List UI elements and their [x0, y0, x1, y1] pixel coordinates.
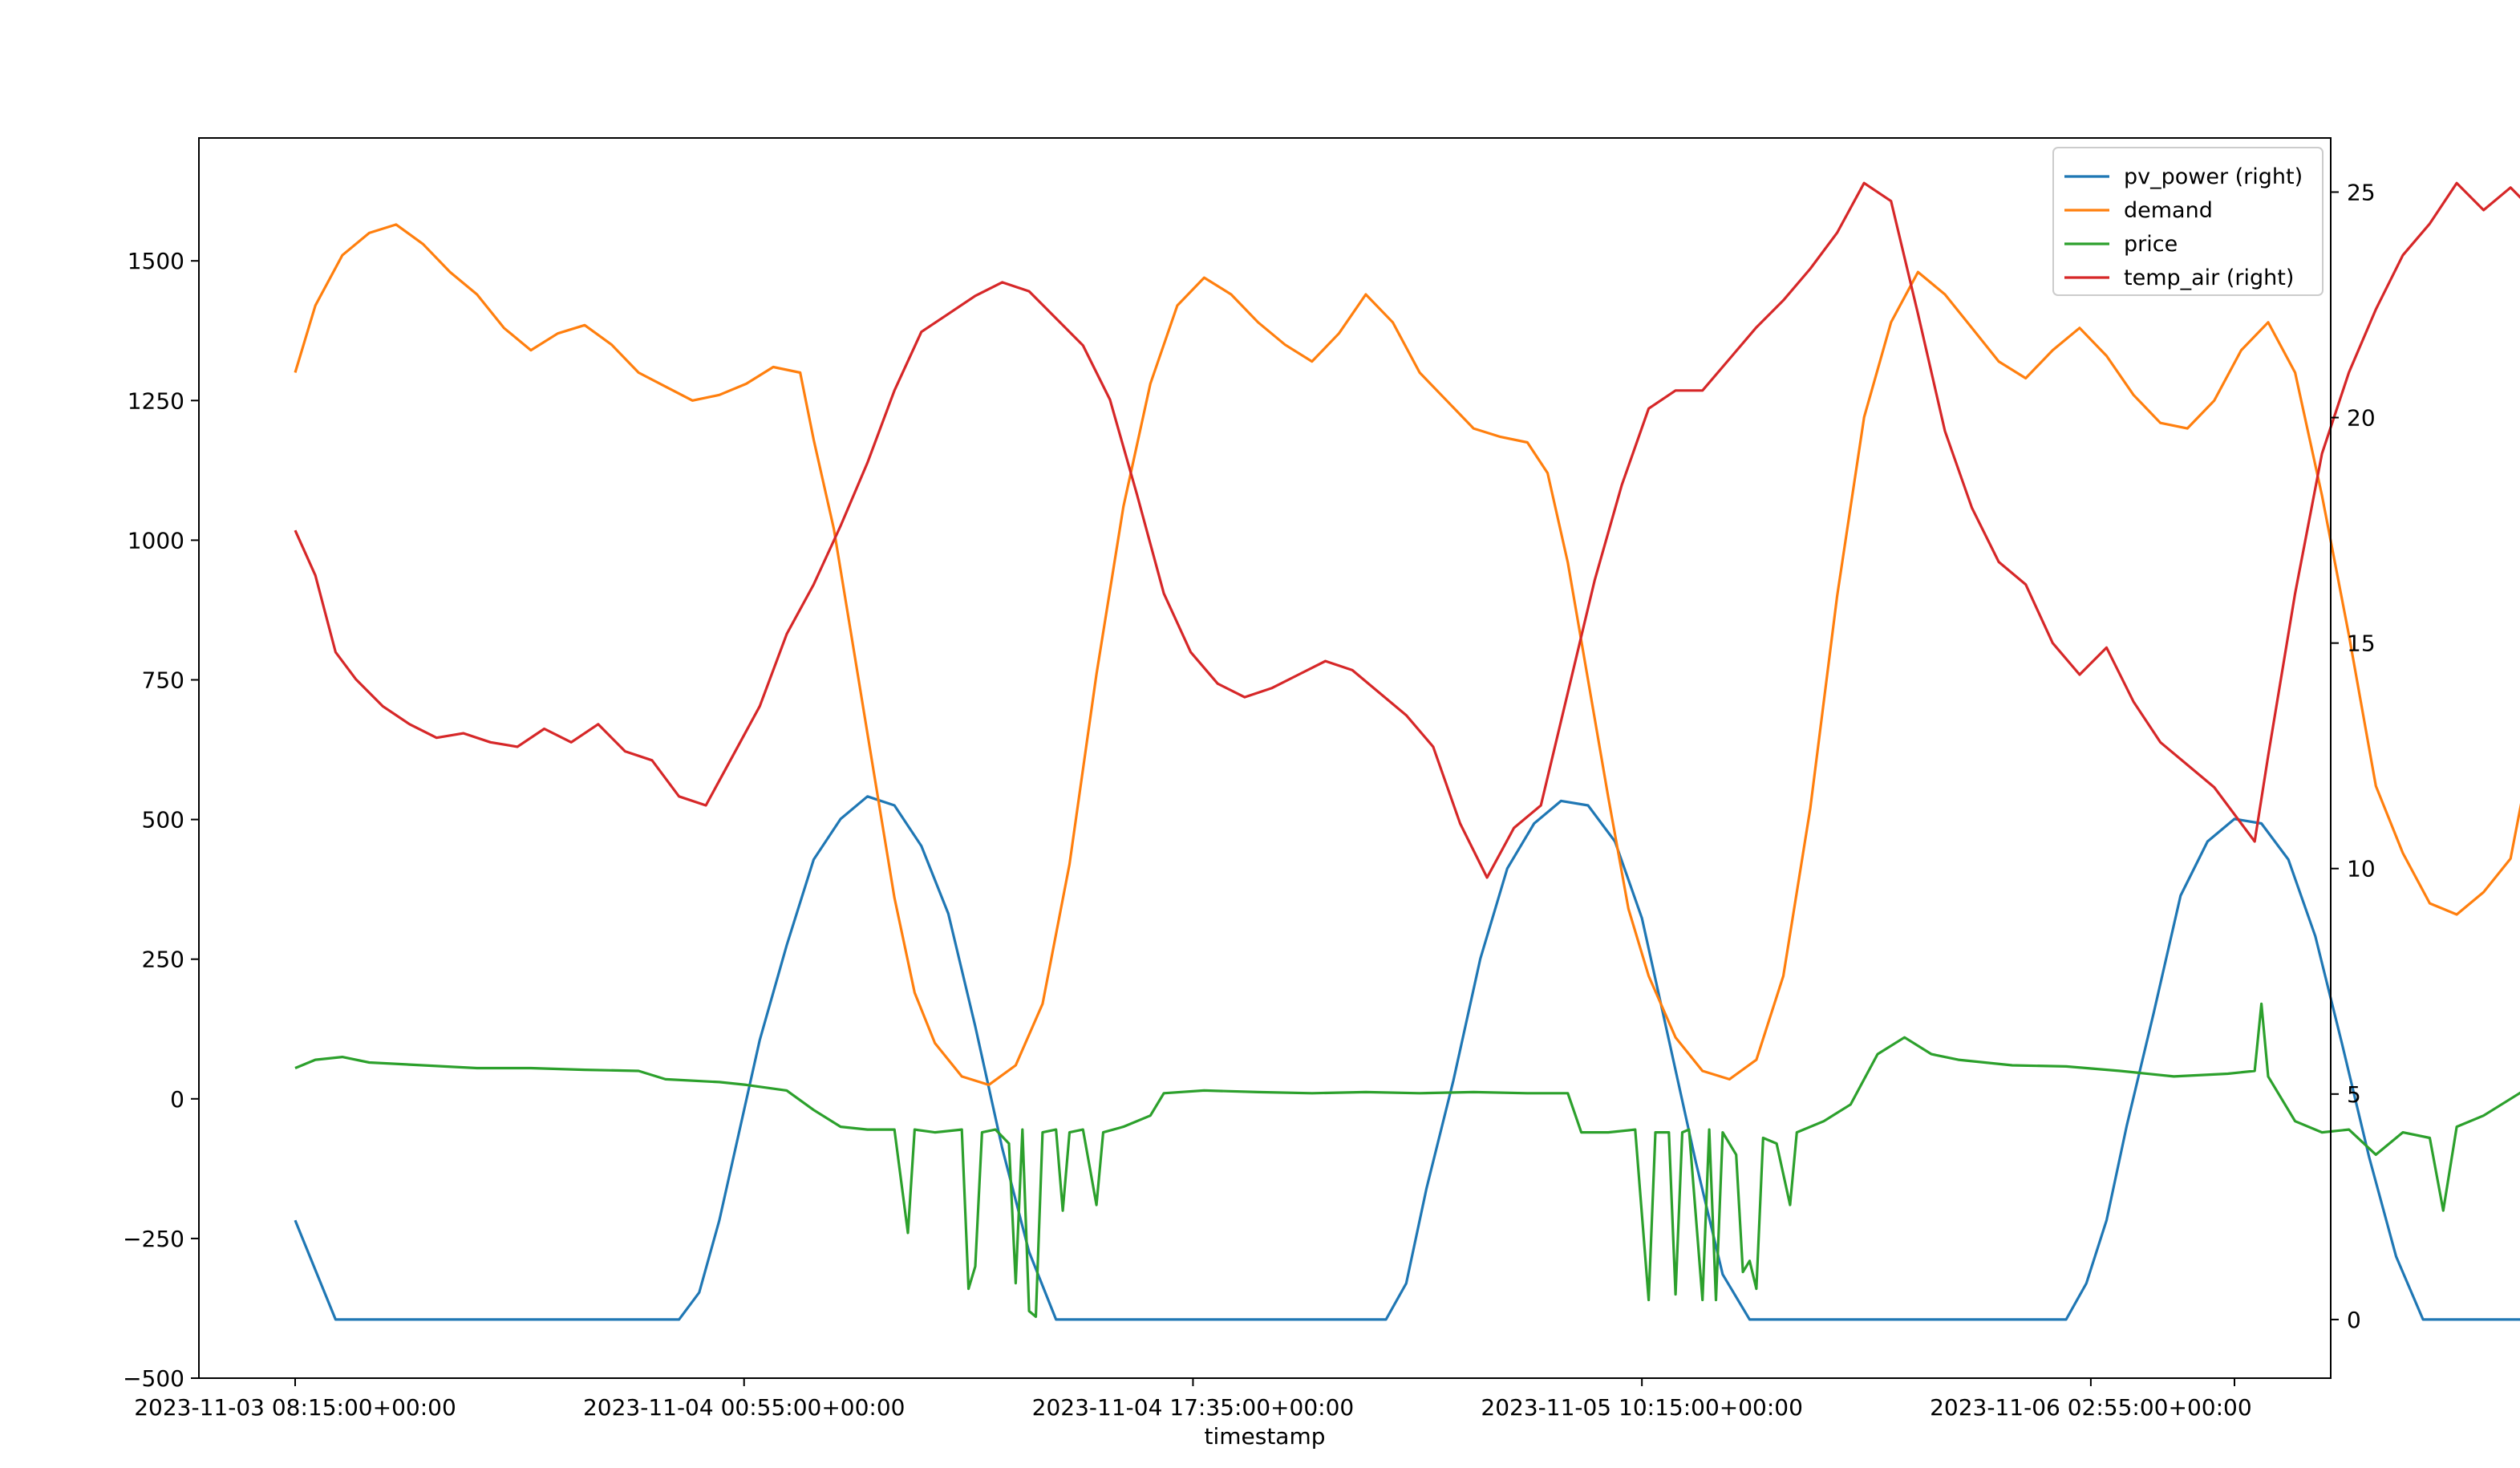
- legend: pv_power (right) demand price temp_air (rig…: [2052, 147, 2324, 296]
- legend-label: pv_power (right): [2124, 164, 2303, 189]
- x-tick-label: 2023-11-06 02:55:00+00:00: [1930, 1394, 2252, 1421]
- x-axis-title: timestamp: [1204, 1423, 1325, 1450]
- y-right-tick-label: 0: [2347, 1307, 2361, 1333]
- y-left-tick-label: −250: [123, 1226, 184, 1252]
- legend-box: [2052, 147, 2324, 296]
- y-left-tick-label: 1500: [128, 248, 184, 274]
- legend-label: price: [2124, 232, 2178, 257]
- x-tick-label: 2023-11-04 17:35:00+00:00: [1032, 1394, 1355, 1421]
- x-axis: 2023-11-03 08:15:00+00:00 2023-11-04 00:5…: [134, 1378, 2252, 1421]
- y-right-tick-label: 5: [2347, 1081, 2361, 1108]
- y-left-tick-label: 0: [170, 1086, 184, 1113]
- y-axis-left: −500 −250 0 250 500 750 1000 1250 1500: [123, 248, 199, 1392]
- legend-label: temp_air (right): [2124, 266, 2294, 290]
- series-line-pv-power-right: [294, 795, 2520, 1321]
- y-axis-right: 0 5 10 15 20 25: [2331, 179, 2376, 1333]
- plot-frame: [198, 137, 2332, 1379]
- y-right-tick-label: 10: [2347, 856, 2376, 882]
- series-line-demand: [294, 223, 2520, 1086]
- series-line-temp-air-right: [294, 181, 2520, 879]
- series-line-price: [294, 1002, 2520, 1318]
- x-tick-label: 2023-11-03 08:15:00+00:00: [134, 1394, 456, 1421]
- y-right-tick-label: 20: [2347, 405, 2376, 432]
- y-left-tick-label: 500: [142, 807, 184, 833]
- y-right-tick-label: 15: [2347, 631, 2376, 657]
- y-left-tick-label: 750: [142, 667, 184, 694]
- legend-label: demand: [2124, 198, 2213, 223]
- y-right-tick-label: 25: [2347, 179, 2376, 205]
- y-left-tick-label: −500: [123, 1365, 184, 1392]
- x-tick-label: 2023-11-05 10:15:00+00:00: [1481, 1394, 1803, 1421]
- y-left-tick-label: 1000: [128, 527, 184, 554]
- y-left-tick-label: 1250: [128, 387, 184, 414]
- y-left-tick-label: 250: [142, 947, 184, 973]
- x-tick-label: 2023-11-04 00:55:00+00:00: [583, 1394, 905, 1421]
- plot-lines: [294, 181, 2520, 1321]
